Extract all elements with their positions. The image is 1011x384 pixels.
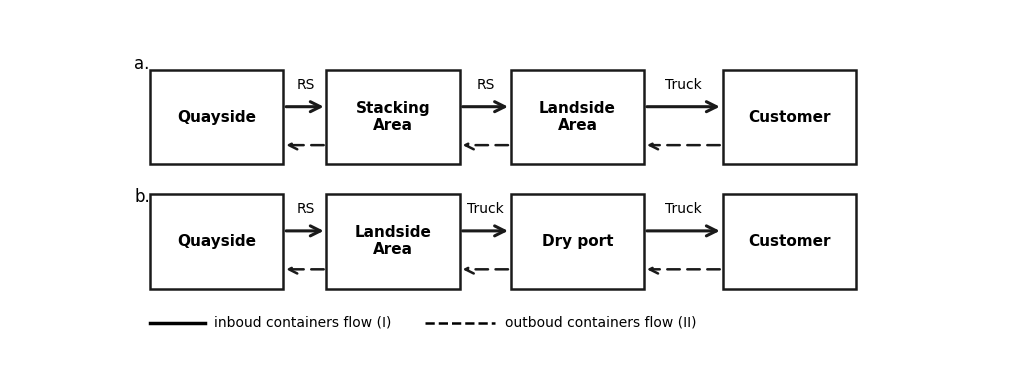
Text: Customer: Customer: [747, 234, 830, 249]
Text: Landside
Area: Landside Area: [539, 101, 616, 133]
Text: Quayside: Quayside: [177, 109, 256, 124]
Text: b.: b.: [134, 188, 150, 206]
Bar: [327, 194, 459, 288]
Bar: [150, 194, 283, 288]
Text: Truck: Truck: [664, 78, 701, 92]
Bar: [722, 194, 855, 288]
Text: RS: RS: [296, 78, 314, 92]
Bar: [511, 70, 644, 164]
Text: Customer: Customer: [747, 109, 830, 124]
Bar: [327, 70, 459, 164]
Text: a.: a.: [134, 55, 150, 73]
Bar: [722, 70, 855, 164]
Text: outboud containers flow (II): outboud containers flow (II): [504, 316, 696, 329]
Text: Landside
Area: Landside Area: [355, 225, 431, 257]
Text: inboud containers flow (I): inboud containers flow (I): [214, 316, 391, 329]
Bar: [511, 194, 644, 288]
Bar: [150, 70, 283, 164]
Text: Stacking
Area: Stacking Area: [356, 101, 430, 133]
Text: RS: RS: [476, 78, 494, 92]
Text: Quayside: Quayside: [177, 234, 256, 249]
Text: Dry port: Dry port: [541, 234, 613, 249]
Text: Truck: Truck: [467, 202, 503, 216]
Text: RS: RS: [296, 202, 314, 216]
Text: Truck: Truck: [664, 202, 701, 216]
